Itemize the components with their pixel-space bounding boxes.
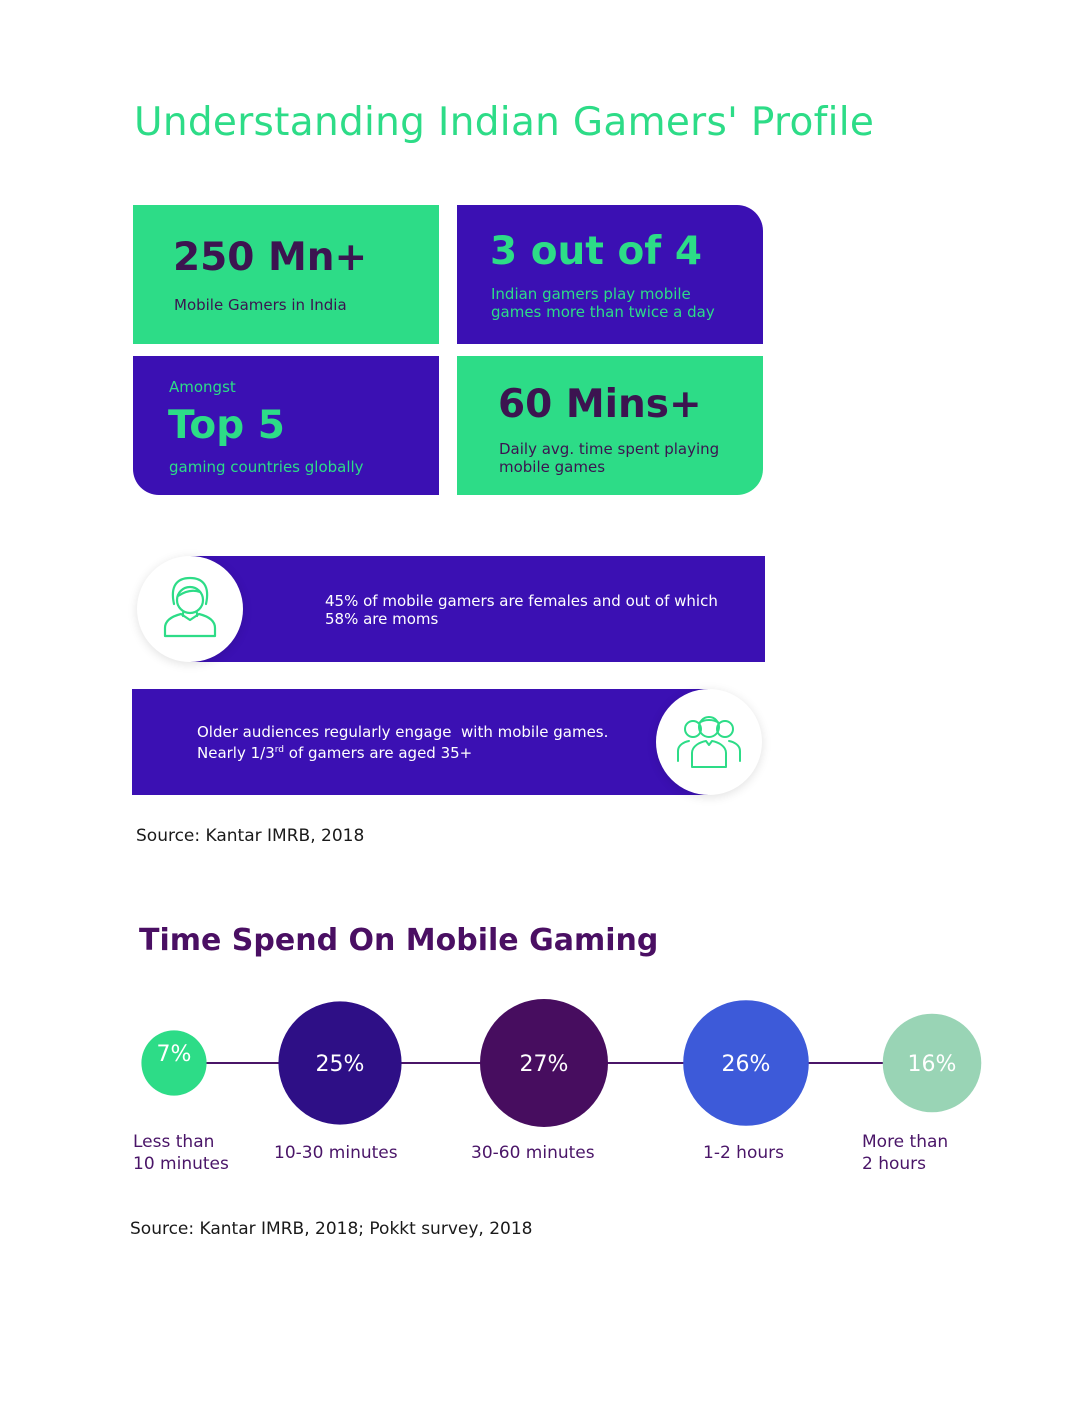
bubble-4 [683,1000,809,1126]
bubble-5 [882,1013,982,1113]
stat-desc-rank: gaming countries globally [169,458,364,476]
category-label-line: 2 hours [862,1154,927,1174]
bubble-value-label-5: 16% [908,1052,957,1077]
female-icon-circle [137,556,243,662]
source-note-2: Source: Kantar IMRB, 2018; Pokkt survey,… [130,1219,533,1239]
bubble-3 [480,999,608,1127]
stat-desc-gamers: Mobile Gamers in India [174,296,347,314]
bubble-value-label-4: 26% [722,1052,771,1077]
bubble-value-label-3: 27% [520,1052,569,1077]
stat-desc-frequency-line2: games more than twice a day [491,303,715,321]
group-icon-circle [656,689,762,795]
stat-value-rank: Top 5 [168,403,285,448]
stat-value-frequency: 3 out of 4 [490,229,702,274]
category-label-5: More than 2 hours [862,1131,948,1175]
page-title: Understanding Indian Gamers' Profile [134,100,875,145]
category-label-line: Less than [133,1132,215,1152]
banner-older-line2-b: of gamers are aged 35+ [284,744,473,762]
category-label-line: 30-60 minutes [471,1143,595,1163]
stat-card-frequency: 3 out of 4 Indian gamers play mobile gam… [457,205,763,344]
banner-older-line2: Nearly 1/3rd of gamers are aged 35+ [197,741,472,762]
banner-older-line2-sup: rd [274,745,285,755]
stat-desc-frequency-line1: Indian gamers play mobile [491,285,691,303]
stat-card-time: 60 Mins+ Daily avg. time spent playing m… [457,356,763,495]
stat-card-rank: Amongst Top 5 gaming countries globally [133,356,439,495]
banner-older-line2-a: Nearly 1/3 [197,744,275,762]
bubble-value-label-2: 25% [316,1052,365,1077]
female-user-icon [163,576,217,638]
bubble-value-label-1: 7% [157,1042,192,1067]
category-label-line: 10 minutes [133,1154,229,1174]
stat-value-time: 60 Mins+ [498,382,702,427]
bubble-2 [278,1001,402,1125]
stat-value-gamers: 250 Mn+ [173,235,368,280]
category-label-4: 1-2 hours [703,1142,784,1164]
banner-older-audiences [132,689,710,795]
banner-female-line1: 45% of mobile gamers are females and out… [325,592,718,610]
category-label-2: 10-30 minutes [274,1142,398,1164]
stat-desc-time-line2: mobile games [499,458,606,476]
category-label-1: Less than 10 minutes [133,1131,229,1175]
banner-female-line2: 58% are moms [325,610,439,628]
category-label-line: More than [862,1132,949,1152]
bubble-1 [141,1030,207,1096]
banner-older-line1: Older audiences regularly engage with mo… [197,723,609,741]
group-users-icon [677,716,741,768]
stat-prefix-rank: Amongst [169,378,236,396]
category-label-3: 30-60 minutes [471,1142,595,1164]
source-note-1: Source: Kantar IMRB, 2018 [136,826,365,846]
time-spend-bubble-chart: 7% 25% 27% 26% 16% [141,999,982,1127]
category-label-line: 10-30 minutes [274,1143,398,1163]
stat-card-gamers: 250 Mn+ Mobile Gamers in India [133,205,439,344]
banner-female-gamers [190,556,765,662]
section-title-time-spend: Time Spend On Mobile Gaming [139,923,659,958]
category-label-line: 1-2 hours [703,1143,784,1163]
bubble-group: 7% 25% 27% 26% 16% [141,999,982,1127]
stat-desc-time-line1: Daily avg. time spent playing [499,440,720,458]
